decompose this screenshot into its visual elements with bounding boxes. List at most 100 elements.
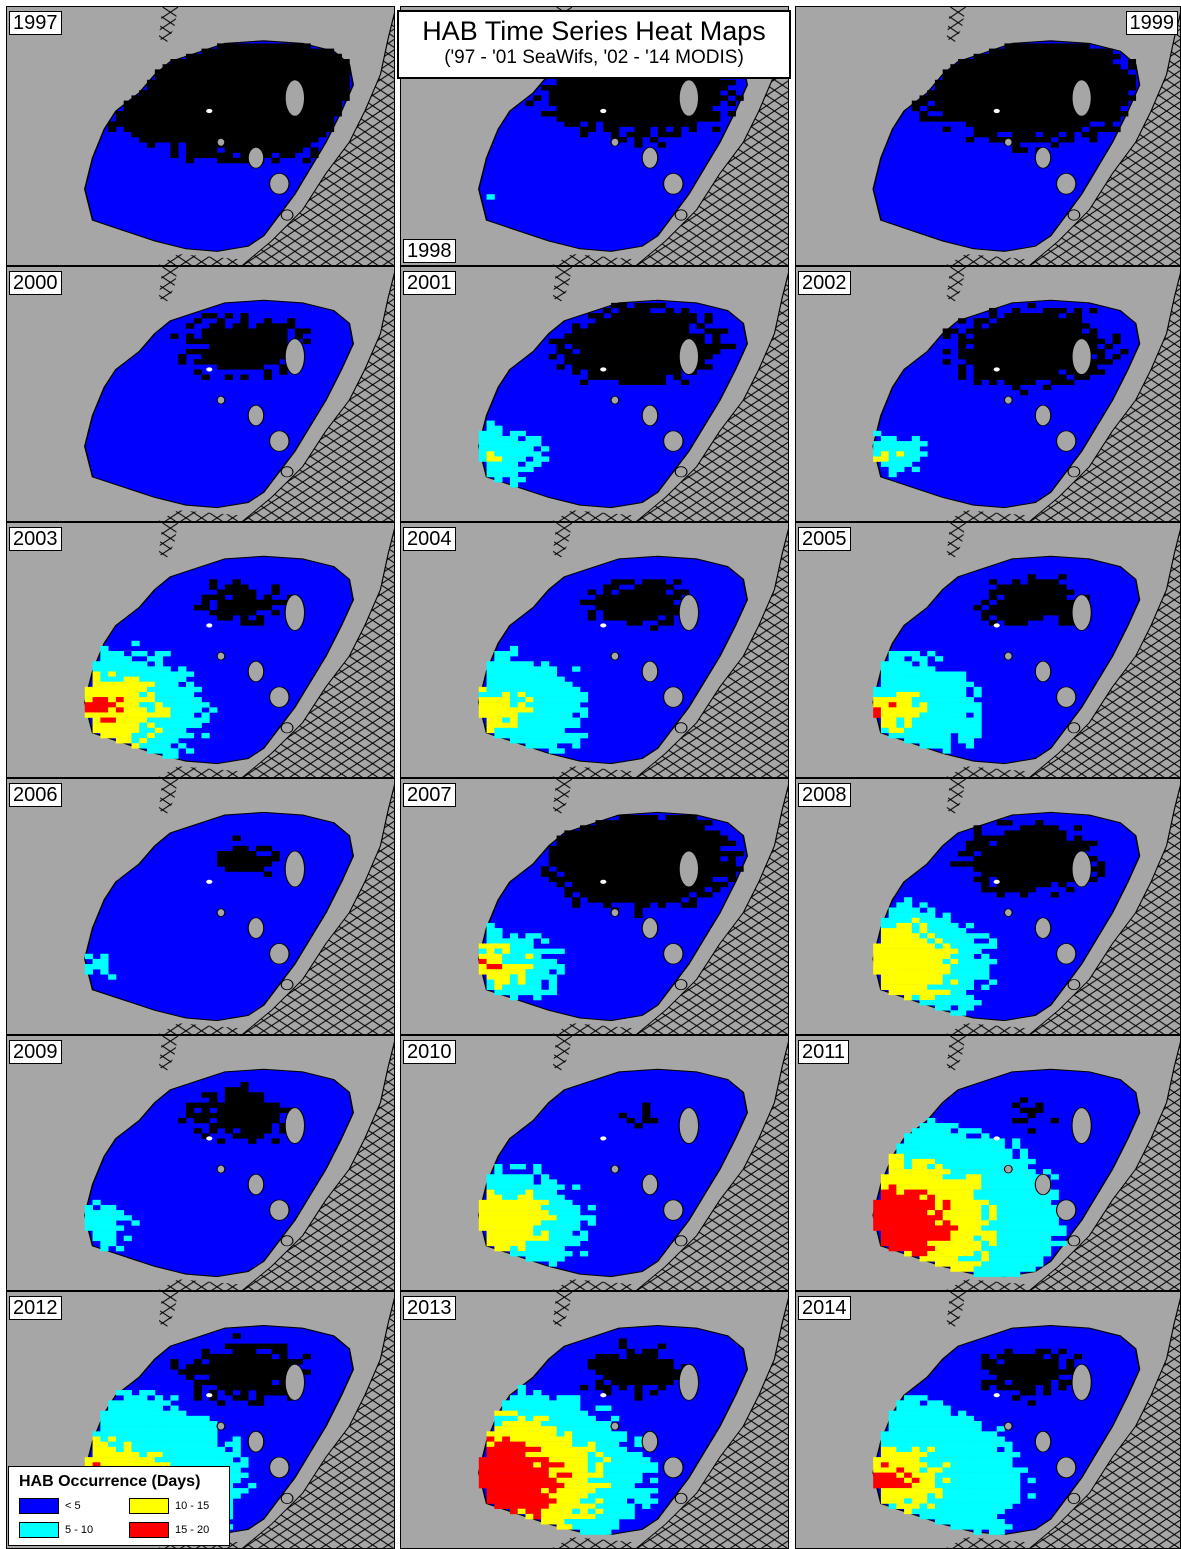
hab-cell	[240, 1133, 249, 1139]
hab-cell	[533, 1169, 542, 1175]
hab-cell	[517, 1235, 526, 1242]
year-label-2007: 2007	[403, 783, 456, 807]
hab-cell	[611, 886, 620, 893]
hab-cell	[904, 717, 913, 723]
hab-cell	[919, 1169, 928, 1175]
island	[1034, 1173, 1052, 1196]
hab-cell	[240, 1359, 249, 1365]
hab-cell	[240, 105, 249, 112]
hab-cell	[712, 866, 721, 872]
hab-cell	[170, 126, 179, 133]
hab-cell	[1112, 64, 1121, 70]
hab-cell	[123, 126, 132, 133]
hab-cell	[115, 666, 125, 672]
hab-cell	[595, 354, 604, 360]
hab-cell	[603, 886, 612, 893]
hab-cell	[888, 964, 897, 970]
hab-cell	[579, 876, 589, 883]
hab-cell	[502, 1184, 511, 1190]
hab-cell	[1043, 845, 1052, 852]
hab-cell	[147, 116, 156, 122]
hab-cell	[1019, 599, 1028, 606]
hab-cell	[973, 121, 982, 127]
hab-cell	[147, 676, 156, 682]
hab-cell	[1089, 307, 1098, 314]
hab-cell	[123, 697, 132, 703]
hab-cell	[533, 712, 542, 718]
hab-cell	[1019, 584, 1028, 590]
hab-cell	[642, 1107, 651, 1114]
hab-cell	[595, 845, 604, 852]
hab-cell	[123, 681, 132, 688]
hab-cell	[1043, 100, 1052, 107]
hab-cell	[704, 364, 713, 370]
hab-cell	[996, 116, 1005, 122]
hab-cell	[681, 886, 690, 893]
hab-cell	[255, 856, 265, 862]
hab-cell	[587, 333, 596, 339]
hab-cell	[611, 584, 620, 590]
hab-cell	[642, 85, 651, 91]
hab-cell	[587, 897, 596, 903]
hab-cell	[973, 1138, 982, 1144]
hab-cell	[201, 604, 210, 611]
hab-cell	[934, 671, 944, 677]
hab-cell	[1027, 369, 1036, 375]
hab-cell	[548, 686, 557, 693]
hab-cell	[548, 727, 557, 734]
hab-cell	[1066, 100, 1075, 107]
hab-cell	[131, 666, 140, 672]
hab-cell	[1035, 111, 1044, 117]
hab-cell	[981, 599, 990, 606]
hab-cell	[478, 1215, 487, 1221]
hab-cell	[989, 313, 998, 319]
hab-cell	[727, 850, 736, 857]
hab-cell	[888, 922, 897, 929]
hab-cell	[657, 359, 666, 365]
hab-cell	[634, 354, 643, 360]
hab-cell	[533, 717, 542, 723]
hab-cell	[1073, 53, 1083, 60]
hab-cell	[989, 131, 998, 138]
hab-cell	[942, 359, 951, 365]
hab-cell	[981, 861, 990, 867]
hab-cell	[657, 105, 666, 112]
hab-cell	[719, 861, 729, 867]
hab-cell	[958, 732, 967, 739]
hab-cell	[981, 1184, 990, 1190]
hab-cell	[494, 974, 503, 980]
hab-cell	[170, 131, 179, 138]
island-dot	[600, 623, 607, 628]
hab-cell	[494, 933, 503, 939]
hab-cell	[1043, 1240, 1052, 1247]
hab-cell	[958, 928, 967, 934]
hab-cell	[548, 989, 557, 996]
hab-cell	[548, 671, 557, 677]
hab-cell	[896, 989, 905, 996]
hab-cell	[170, 676, 179, 682]
hab-cell	[958, 943, 967, 949]
hab-cell	[502, 732, 511, 739]
hab-cell	[240, 48, 249, 55]
hab-cell	[1004, 69, 1013, 75]
hab-cell	[185, 671, 195, 677]
hab-cell	[509, 943, 519, 949]
hab-cell	[201, 1364, 210, 1370]
hab-cell	[240, 1123, 249, 1129]
hab-cell	[533, 964, 542, 970]
hab-cell	[193, 105, 202, 112]
hab-cell	[904, 451, 913, 457]
hab-cell	[100, 1245, 109, 1252]
hab-cell	[271, 131, 280, 138]
hab-cell	[572, 722, 581, 729]
hab-cell	[657, 374, 666, 380]
island	[641, 660, 659, 683]
no-data-hatch-south	[552, 1023, 646, 1034]
hab-cell	[579, 333, 589, 339]
hab-cell	[108, 1215, 117, 1221]
hab-cell	[1019, 840, 1028, 847]
hab-cell	[712, 333, 721, 339]
hab-cell	[888, 1220, 897, 1226]
hab-cell	[1019, 59, 1028, 65]
hab-cell	[595, 348, 604, 355]
